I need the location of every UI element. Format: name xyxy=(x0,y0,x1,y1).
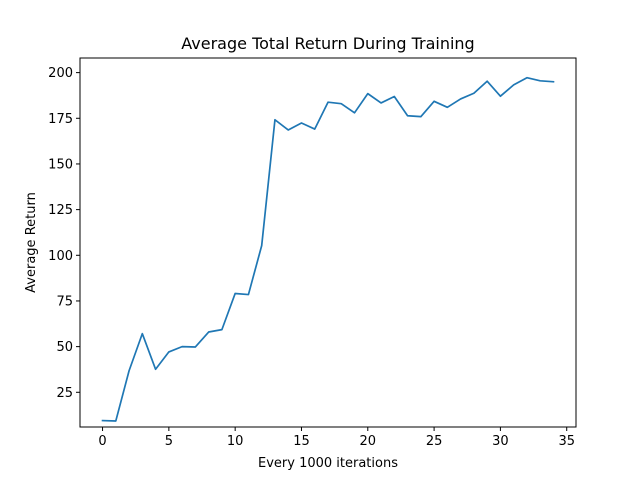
plot-area xyxy=(101,76,555,422)
y-tick-label: 200 xyxy=(48,66,73,81)
x-tick-label: 0 xyxy=(98,434,106,449)
y-axis-label: Average Return xyxy=(24,192,39,293)
y-tick-label: 150 xyxy=(48,157,73,172)
x-tick-label: 30 xyxy=(492,434,509,449)
y-tick-label: 175 xyxy=(48,112,73,127)
chart-title: Average Total Return During Training xyxy=(181,34,474,53)
axes-frame xyxy=(79,57,577,428)
series-line xyxy=(101,76,555,422)
y-tick-label: 50 xyxy=(56,340,73,355)
x-tick-label: 25 xyxy=(426,434,443,449)
y-tick-label: 125 xyxy=(48,203,73,218)
y-tick-label: 100 xyxy=(48,249,73,264)
x-tick-label: 10 xyxy=(227,434,244,449)
x-tick-label: 15 xyxy=(293,434,310,449)
y-axis: 25 50 75 100 125 150 175 200 xyxy=(48,66,80,401)
x-axis-label: Every 1000 iterations xyxy=(258,456,398,471)
x-tick-label: 20 xyxy=(360,434,377,449)
x-tick-label: 35 xyxy=(558,434,575,449)
x-tick-label: 5 xyxy=(165,434,173,449)
y-tick-label: 75 xyxy=(56,294,73,309)
x-axis: 0 5 10 15 20 25 30 35 xyxy=(98,427,575,449)
y-tick-label: 25 xyxy=(56,386,73,401)
